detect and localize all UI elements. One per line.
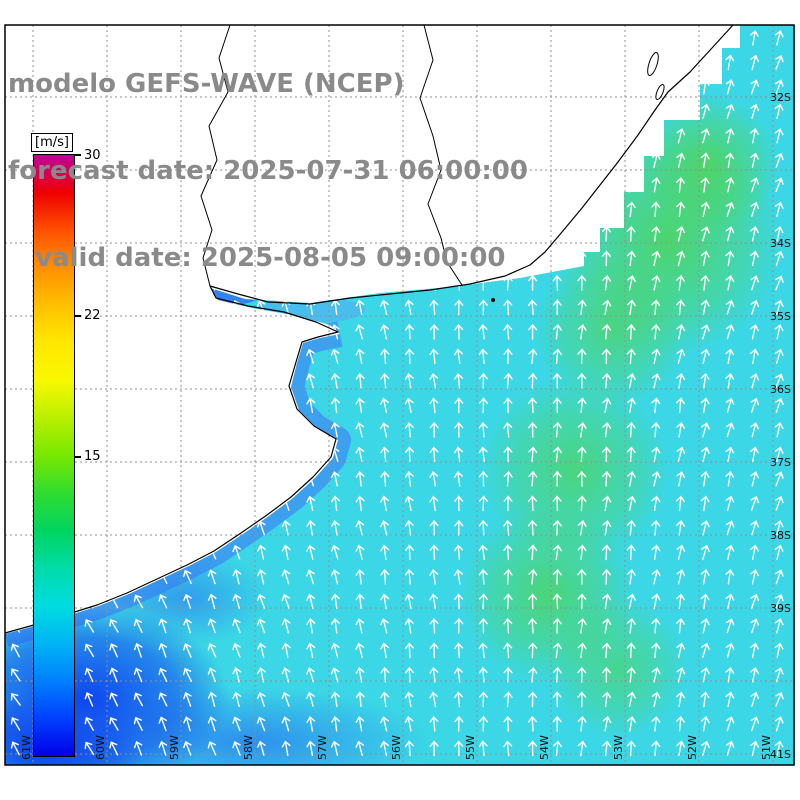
lon-label: 52W	[686, 735, 699, 760]
valid-date-line: valid date: 2025-08-05 09:00:00	[8, 243, 506, 273]
lat-label: 34S	[770, 237, 791, 250]
colorbar-gradient	[33, 154, 75, 757]
river-uruguay	[419, 24, 463, 286]
lagoon-icon	[655, 83, 665, 101]
lat-label: 35S	[770, 310, 791, 323]
lat-label: 41S	[770, 748, 791, 761]
river-parana	[200, 24, 231, 287]
coastline-group	[4, 24, 734, 634]
lon-label: 55W	[464, 735, 477, 760]
title-block: modelo GEFS-WAVE (NCEP) forecast date: 2…	[8, 12, 528, 302]
colorbar: [m/s] 30 22 15	[30, 131, 150, 771]
lat-label: 38S	[770, 529, 791, 542]
colorbar-tick-15: 15	[84, 449, 101, 464]
colorbar-tick-22: 22	[84, 308, 101, 323]
lat-label: 39S	[770, 602, 791, 615]
lat-label: 36S	[770, 383, 791, 396]
small-island	[491, 298, 495, 302]
forecast-date-line: forecast date: 2025-07-31 06:00:00	[8, 156, 528, 186]
lon-label: 61W	[20, 735, 33, 760]
lat-label: 32S	[770, 91, 791, 104]
lon-label: 54W	[538, 735, 551, 760]
lon-label: 57W	[316, 735, 329, 760]
colorbar-tick-mark	[75, 456, 81, 458]
model-title: modelo GEFS-WAVE (NCEP)	[8, 69, 405, 99]
coastline	[4, 24, 734, 634]
colorbar-tick-mark	[75, 154, 81, 156]
lon-label: 59W	[168, 735, 181, 760]
lon-label: 53W	[612, 735, 625, 760]
colorbar-tick-30: 30	[84, 148, 101, 163]
map-border	[4, 24, 795, 766]
lon-label: 58W	[242, 735, 255, 760]
lon-label: 60W	[94, 735, 107, 760]
latitude-labels: 32S 34S 35S 36S 37S 38S 39S 41S	[770, 91, 791, 761]
longitude-labels: 61W 60W 59W 58W 57W 56W 55W 54W 53W 52W …	[20, 735, 773, 760]
colorbar-tick-mark	[75, 315, 81, 317]
gridlines	[5, 25, 794, 765]
lagoon-icon	[647, 52, 659, 76]
lon-label: 56W	[390, 735, 403, 760]
colorbar-unit-label: [m/s]	[31, 133, 73, 152]
lat-label: 37S	[770, 456, 791, 469]
lon-label: 51W	[760, 735, 773, 760]
